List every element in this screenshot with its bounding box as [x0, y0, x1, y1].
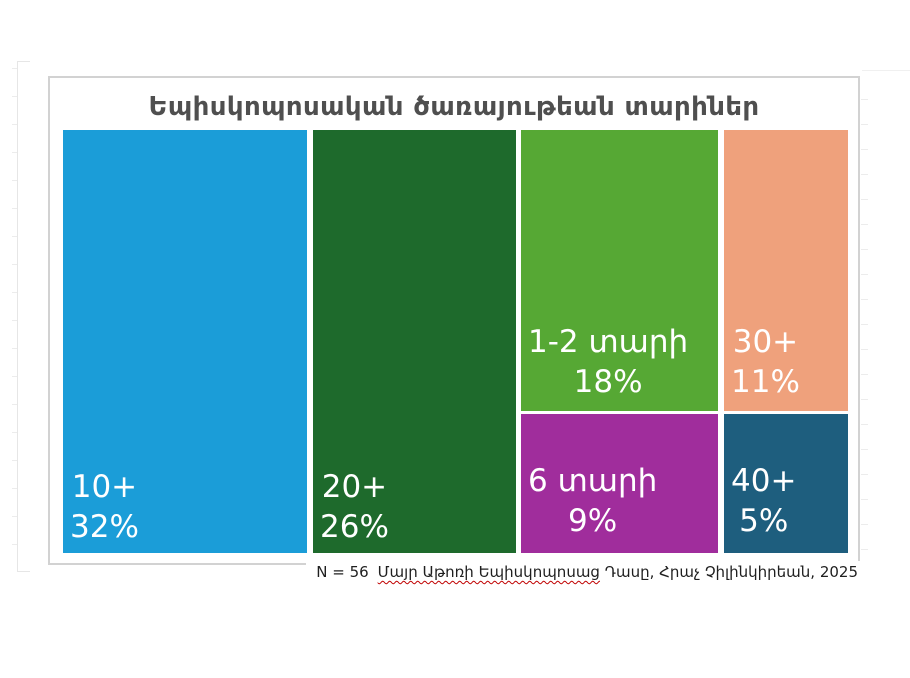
- treemap-tile-10-plus[interactable]: 10+ 32%: [63, 130, 307, 553]
- worksheet-gridline: [862, 70, 910, 71]
- source-text: Դասը, Հրաչ Չիլինկիրեան, 2025: [599, 563, 858, 581]
- treemap-tile-1-2-years[interactable]: 1-2 տարի 18%: [521, 130, 718, 411]
- worksheet-row-ticks: [861, 99, 868, 555]
- treemap-tile-20-plus[interactable]: 20+ 26%: [313, 130, 516, 553]
- treemap-tile-30-plus[interactable]: 30+ 11%: [724, 130, 848, 411]
- tile-label: 40+ 5%: [731, 461, 796, 541]
- tile-percent: 26%: [320, 509, 389, 545]
- tile-category: 6 տարի: [528, 463, 658, 499]
- tile-category: 20+: [321, 469, 388, 505]
- tile-category: 1-2 տարի: [528, 324, 689, 360]
- source-text-spellchecked: Մայր Աթոռի Եպիսկոպոսաց: [377, 563, 600, 581]
- tile-label: 10+ 32%: [70, 467, 139, 547]
- worksheet-gridline: [17, 61, 30, 62]
- sample-size-label: N = 56: [316, 563, 369, 581]
- treemap-tile-6-years[interactable]: 6 տարի 9%: [521, 414, 718, 553]
- worksheet-gridline: [17, 571, 30, 572]
- chart-title[interactable]: Եպիսկոպոսական ծառայութեան տարիներ: [148, 92, 760, 122]
- tile-category: 10+: [71, 469, 138, 505]
- treemap-tile-40-plus[interactable]: 40+ 5%: [724, 414, 848, 553]
- tile-label: 20+ 26%: [320, 467, 389, 547]
- footnote[interactable]: N = 56 Մայր Աթոռի Եպիսկոպոսաց Դասը, Հրաչ …: [306, 561, 860, 584]
- worksheet-row-ticks: [12, 68, 17, 565]
- tile-percent: 18%: [573, 364, 643, 400]
- tile-category: 40+: [731, 463, 797, 499]
- tile-percent: 9%: [568, 503, 618, 539]
- tile-percent: 5%: [739, 503, 789, 539]
- worksheet-gridline: [17, 61, 18, 572]
- tile-percent: 32%: [70, 509, 139, 545]
- tile-label: 1-2 տարի 18%: [528, 322, 688, 402]
- tile-label: 30+ 11%: [731, 322, 800, 402]
- tile-percent: 11%: [731, 364, 800, 400]
- tile-label: 6 տարի 9%: [528, 461, 657, 541]
- tile-category: 30+: [732, 324, 799, 360]
